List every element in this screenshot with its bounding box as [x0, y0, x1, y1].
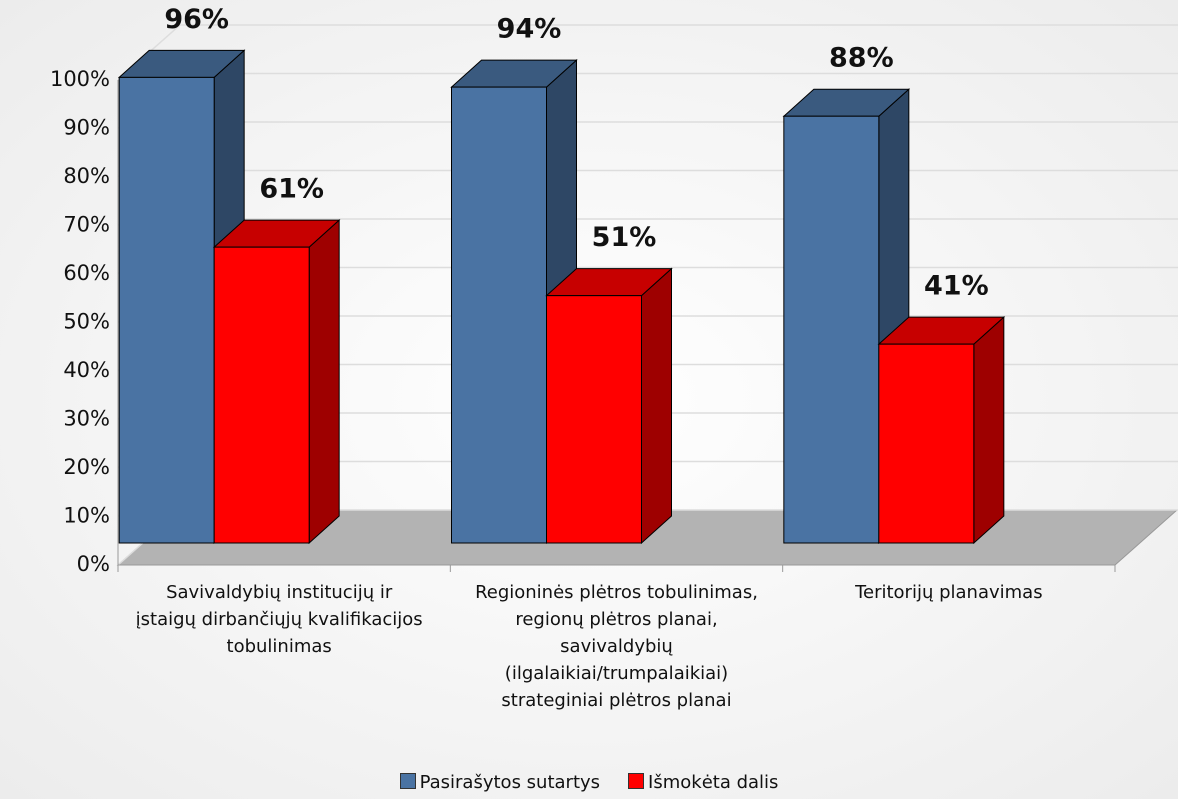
bar-side	[641, 267, 672, 545]
y-tick-label: 80%	[63, 164, 110, 188]
x-tick-label: Teritorijų planavimas	[855, 582, 1043, 603]
legend-swatch	[628, 773, 645, 789]
legend-label: Išmokėta dalis	[648, 772, 779, 793]
bar-side	[973, 316, 1005, 545]
y-tick-label: 30%	[63, 407, 110, 431]
y-tick-label: 90%	[63, 116, 110, 140]
bar-side	[308, 219, 340, 545]
value-label: 96%	[164, 4, 229, 35]
x-tick-label: Regioninės plėtros tobulinimas, regionų …	[475, 582, 758, 711]
y-tick-label: 20%	[63, 455, 110, 479]
value-label: 61%	[259, 174, 324, 205]
value-label: 94%	[497, 14, 562, 45]
value-label: 41%	[924, 271, 989, 302]
grid-line	[117, 121, 1178, 178]
legend-label: Pasirašytos sutartys	[419, 772, 601, 793]
legend-swatch	[399, 773, 416, 789]
y-tick-label: 100%	[50, 67, 110, 91]
legend-item: Išmokėta dalis	[628, 772, 778, 793]
bar	[451, 86, 547, 544]
legend-item: Pasirašytos sutartys	[399, 772, 601, 793]
grid-line	[117, 72, 1178, 130]
bar	[878, 343, 975, 544]
y-tick-label: 70%	[63, 213, 110, 237]
bar	[118, 76, 215, 544]
y-tick-label: 60%	[63, 261, 110, 285]
x-tick-label: Savivaldybių institucijų ir įstaigų dirb…	[135, 582, 423, 657]
bar	[213, 246, 310, 544]
y-tick-label: 40%	[63, 358, 110, 382]
legend: Pasirašytos sutartys Išmokėta dalis	[0, 772, 1178, 793]
bar	[783, 115, 880, 544]
y-tick-label: 10%	[63, 504, 110, 528]
value-label: 88%	[829, 43, 894, 74]
bar	[546, 295, 642, 544]
y-tick-label: 0%	[77, 552, 110, 576]
y-tick-label: 50%	[63, 310, 110, 334]
grid-line	[117, 24, 1178, 81]
value-label: 51%	[592, 222, 657, 253]
